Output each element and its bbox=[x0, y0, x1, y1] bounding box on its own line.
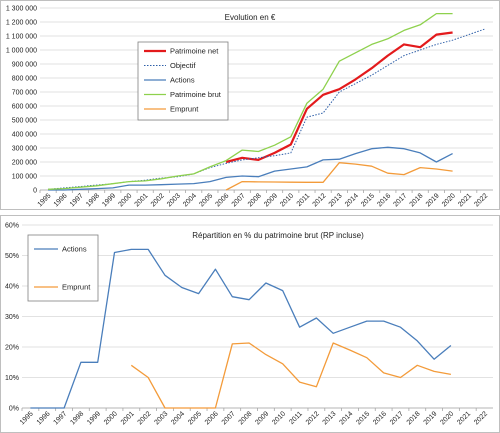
legend-label-actions: Actions bbox=[62, 245, 87, 254]
y-tick-label: 1 300 000 bbox=[6, 6, 37, 13]
series-line-actions bbox=[48, 146, 453, 191]
y-tick-label: 0 bbox=[33, 188, 37, 195]
y-tick-label: 1 100 000 bbox=[6, 34, 37, 41]
chart-title: Evolution en € bbox=[225, 13, 276, 22]
chart-repartition: 0%10%20%30%40%50%60%1995 1996 1997 1998 1999… bbox=[0, 215, 500, 433]
legend: Patrimoine net Objectif Actions Patrimoine … bbox=[137, 41, 229, 121]
legend-label-emprunt: Emprunt bbox=[170, 105, 199, 114]
chart-evolution-panel: 0 100 000 200 000 300 000 400 000 500 000 600 … bbox=[0, 0, 500, 210]
series-line-emprunt bbox=[130, 342, 452, 409]
chart-border bbox=[0, 0, 500, 210]
legend-box bbox=[137, 41, 229, 121]
legend-label-actions: Actions bbox=[170, 76, 195, 85]
y-tick-label: 20% bbox=[5, 345, 19, 352]
legend-label-objectif: Objectif bbox=[170, 61, 196, 70]
series-line-patrimoine-brut bbox=[48, 12, 453, 190]
y-tick-label: 800 000 bbox=[12, 76, 37, 83]
y-tick-label: 700 000 bbox=[12, 90, 37, 97]
y-tick-label: 1 200 000 bbox=[6, 20, 37, 27]
series-line-patrimoine-net bbox=[225, 31, 453, 164]
y-tick-label: 100 000 bbox=[12, 174, 37, 181]
series-line-emprunt bbox=[225, 162, 453, 191]
legend-label-patrimoine-net: Patrimoine net bbox=[170, 47, 219, 56]
y-tick-label: 30% bbox=[5, 314, 19, 321]
y-tick-label: 60% bbox=[5, 223, 19, 230]
legend-label-emprunt: Emprunt bbox=[62, 283, 91, 292]
y-tick-label: 1 000 000 bbox=[6, 48, 37, 55]
legend-label-patrimoine-brut: Patrimoine brut bbox=[170, 90, 222, 99]
y-tick-label: 10% bbox=[5, 375, 19, 382]
y-tick-label: 600 000 bbox=[12, 104, 37, 111]
y-tick-label: 200 000 bbox=[12, 160, 37, 167]
chart-title: Répartition en % du patrimoine brut (RP … bbox=[192, 231, 364, 240]
y-tick-label: 300 000 bbox=[12, 146, 37, 153]
chart-repartition-panel: 0% 10% 20% 30% 40% 50% 60% 1995 1996 1997 1998 1999… bbox=[0, 215, 500, 433]
y-tick-label: 900 000 bbox=[12, 62, 37, 69]
y-tick-label: 0% bbox=[9, 406, 19, 413]
y-tick-label: 40% bbox=[5, 284, 19, 291]
chart-evolution: 0 100 000 200 000 300 000 400 000 500 000 600 … bbox=[0, 0, 500, 210]
y-tick-label: 500 000 bbox=[12, 118, 37, 125]
series-line-actions bbox=[30, 248, 452, 409]
legend: Actions Emprunt bbox=[27, 234, 99, 302]
y-tick-label: 50% bbox=[5, 253, 19, 260]
y-tick-label: 400 000 bbox=[12, 132, 37, 139]
legend-box bbox=[27, 234, 99, 302]
